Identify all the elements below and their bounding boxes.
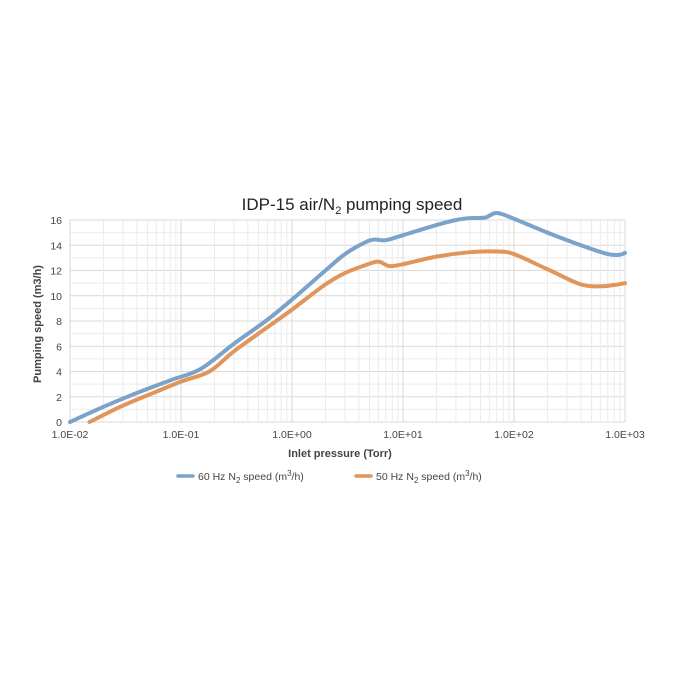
chart-title: IDP-15 air/N2 pumping speed [242, 195, 463, 217]
x-axis-ticks: 1.0E-02 1.0E-01 1.0E+00 1.0E+01 1.0E+02 1.0E+… [52, 429, 645, 441]
x-tick-label: 1.0E+02 [494, 429, 534, 441]
legend-label-60hz: 60 Hz N2 speed (m3/h) [198, 469, 304, 485]
x-tick-label: 1.0E-02 [52, 429, 89, 441]
y-tick-label: 2 [56, 392, 62, 404]
series-line-50hz [87, 249, 627, 424]
legend-item-50hz: 50 Hz N2 speed (m3/h) [354, 469, 482, 485]
y-tick-label: 0 [56, 417, 62, 429]
y-tick-label: 6 [56, 341, 62, 353]
x-tick-label: 1.0E+01 [383, 429, 423, 441]
y-tick-label: 10 [50, 291, 62, 303]
x-tick-label: 1.0E-01 [163, 429, 200, 441]
y-tick-label: 16 [50, 215, 62, 227]
y-tick-label: 12 [50, 266, 62, 278]
x-axis-title: Inlet pressure (Torr) [288, 448, 392, 460]
y-tick-label: 8 [56, 316, 62, 328]
legend-label-50hz: 50 Hz N2 speed (m3/h) [376, 469, 482, 485]
y-tick-label: 4 [56, 367, 62, 379]
y-axis-ticks: 0 2 4 6 8 10 12 14 16 [50, 215, 62, 429]
y-axis-title: Pumping speed (m3/h) [32, 265, 44, 383]
x-tick-label: 1.0E+00 [272, 429, 312, 441]
legend: 60 Hz N2 speed (m3/h) 50 Hz N2 speed (m3… [176, 469, 482, 485]
x-tick-label: 1.0E+03 [605, 429, 645, 441]
series-line-60hz [68, 211, 627, 424]
legend-item-60hz: 60 Hz N2 speed (m3/h) [176, 469, 304, 485]
series-lines [68, 211, 627, 424]
y-tick-label: 14 [50, 240, 62, 252]
